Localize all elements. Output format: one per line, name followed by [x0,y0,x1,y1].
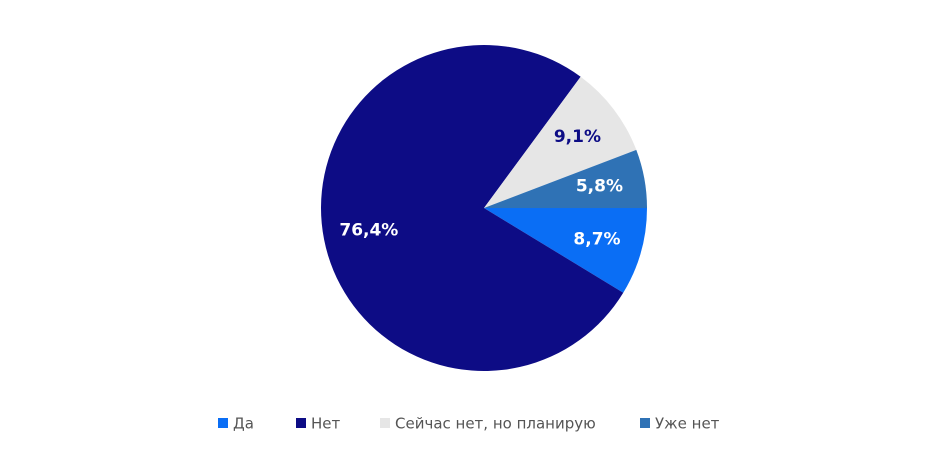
data-label: 8,7% [573,230,620,250]
legend-label: Уже нет [655,415,720,433]
legend-swatch [296,418,306,428]
legend-label: Сейчас нет, но планирую [395,415,596,433]
data-label: 5,8% [576,177,623,197]
legend-label: Да [233,415,254,433]
pie-slice [320,44,624,371]
data-label: 9,1% [554,127,601,147]
legend-swatch [218,418,228,428]
legend-swatch [380,418,390,428]
pie-slice [484,76,637,208]
pie-slice [484,208,647,293]
pie-slice [484,149,647,208]
legend-swatch [640,418,650,428]
data-label: 76,4% [339,221,398,241]
legend-label: Нет [311,415,341,433]
